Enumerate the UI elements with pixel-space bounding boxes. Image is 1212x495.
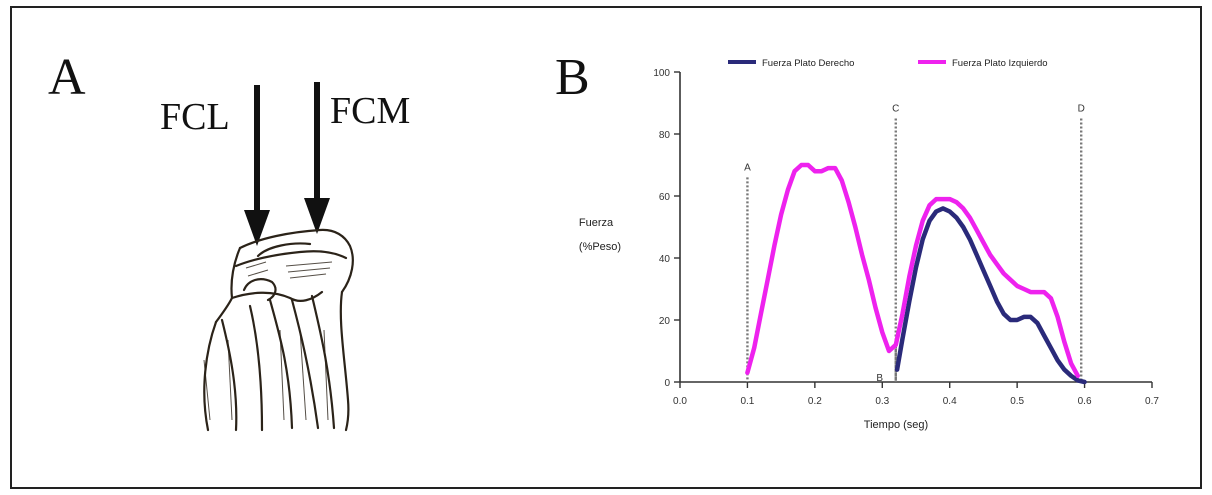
x-tick-label: 0.3 [875,396,889,407]
phase-marker-label: C [892,104,899,115]
legend-label: Fuerza Plato Derecho [762,58,854,69]
legend-label: Fuerza Plato Izquierdo [952,58,1048,69]
y-tick-label: 60 [659,192,671,203]
x-tick-label: 0.4 [943,396,957,407]
x-tick-label: 0.0 [673,396,687,407]
panel-b-label: B [555,49,590,106]
x-axis-title: Tiempo (seg) [864,419,928,431]
x-tick-label: 0.5 [1010,396,1024,407]
x-tick-label: 0.6 [1078,396,1092,407]
phase-marker-label: A [744,162,751,173]
y-axis-title-line2: (%Peso) [579,241,621,253]
panel-a-label: A [48,49,86,106]
y-tick-label: 0 [664,378,670,389]
x-tick-label: 0.1 [740,396,754,407]
y-tick-label: 80 [659,130,671,141]
y-tick-label: 20 [659,316,671,327]
x-tick-label: 0.2 [808,396,822,407]
fcm-label: FCM [330,90,411,132]
phase-marker-label: D [1078,104,1085,115]
series-line [894,206,1087,385]
phase-marker-label: B [876,373,883,384]
force-arrow-fcl [244,85,270,246]
y-tick-label: 40 [659,254,671,265]
y-axis-title-line1: Fuerza [579,217,614,229]
force-arrow-fcm [304,82,330,234]
y-tick-label: 100 [653,68,670,79]
series-line [745,162,1081,379]
fcl-label: FCL [160,96,230,138]
x-tick-label: 0.7 [1145,396,1159,407]
